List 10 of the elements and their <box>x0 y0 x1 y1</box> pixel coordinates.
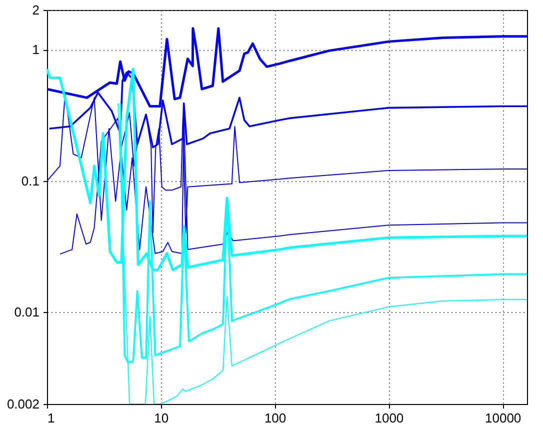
y-tick-label: 0.1 <box>21 173 40 188</box>
y-tick-label: 1 <box>32 42 40 58</box>
x-tick-label: 100 <box>264 410 286 426</box>
y-tick-label: 0.002 <box>6 396 40 412</box>
y-tick-label: 2 <box>32 2 40 18</box>
x-tick-label: 1000 <box>374 410 404 426</box>
x-tick-label: 1 <box>48 410 55 426</box>
x-tick-label: 10000 <box>485 410 522 426</box>
y-tick-label: 0.01 <box>14 304 40 320</box>
x-tick-label: 10 <box>154 410 169 426</box>
